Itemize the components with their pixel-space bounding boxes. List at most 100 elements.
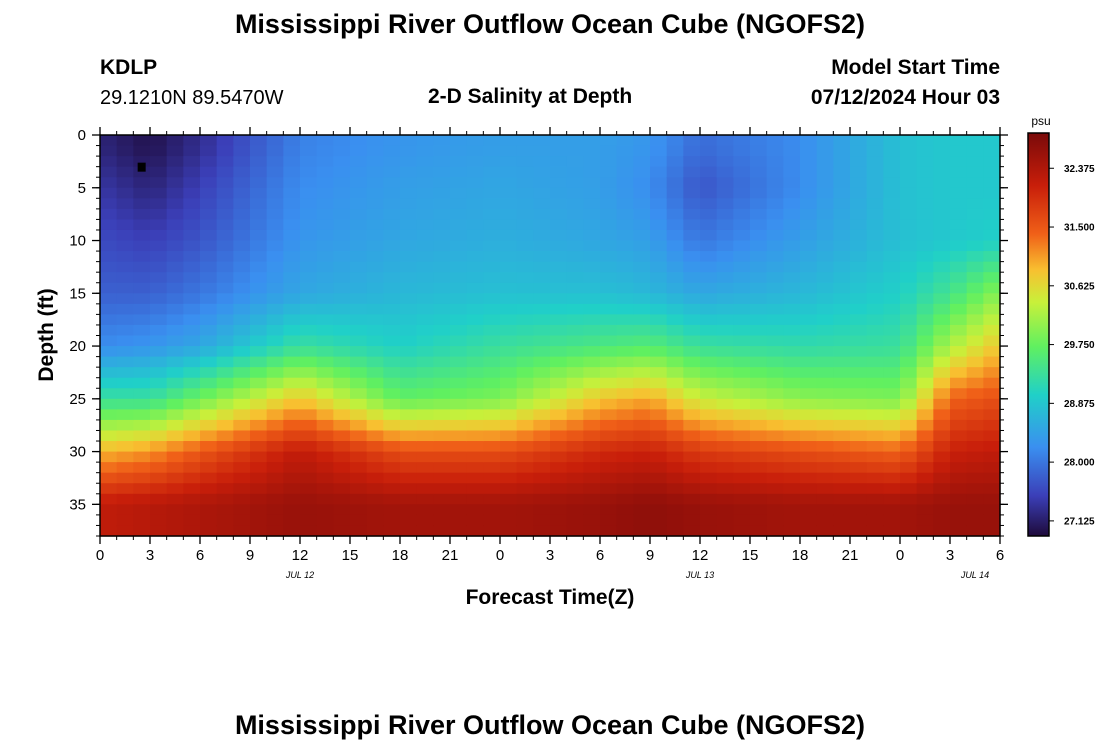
heatmap-cell <box>183 419 201 432</box>
heatmap-cell <box>650 472 668 484</box>
heatmap-cell <box>400 493 418 505</box>
heatmap-cell <box>116 166 134 178</box>
heatmap-cell <box>750 135 768 147</box>
heatmap-cell <box>766 261 784 273</box>
heatmap-cell <box>300 282 318 294</box>
heatmap-cell <box>366 251 384 263</box>
heatmap-cell <box>166 483 184 495</box>
heatmap-cell <box>716 377 734 389</box>
heatmap-cell <box>716 166 734 178</box>
heatmap-cell <box>333 303 351 315</box>
heatmap-cell <box>433 525 451 537</box>
heatmap-cell <box>883 451 901 463</box>
heatmap-cell <box>950 451 968 463</box>
heatmap-cell <box>516 177 534 189</box>
heatmap-cell <box>433 240 451 252</box>
heatmap-cell <box>616 219 634 231</box>
heatmap-cell <box>766 430 784 442</box>
heatmap-cell <box>333 156 351 168</box>
heatmap-cell <box>800 240 818 252</box>
heatmap-cell <box>766 251 784 263</box>
heatmap-cell <box>266 166 284 178</box>
heatmap-cell <box>533 483 551 495</box>
heatmap-cell <box>816 472 834 484</box>
heatmap-cell <box>316 419 334 432</box>
heatmap-cell <box>900 514 918 527</box>
heatmap-cell <box>666 409 684 421</box>
heatmap-cell <box>833 398 851 410</box>
heatmap-cell <box>250 177 268 189</box>
heatmap-cell <box>316 377 334 389</box>
heatmap-cell <box>533 514 551 527</box>
heatmap-cell <box>850 335 868 347</box>
heatmap-cell <box>450 135 468 147</box>
heatmap-cell <box>450 398 468 410</box>
heatmap-cell <box>566 462 584 474</box>
heatmap-cell <box>550 419 568 432</box>
heatmap-cell <box>283 272 301 284</box>
heatmap-cell <box>650 282 668 294</box>
heatmap-cell <box>516 314 534 326</box>
heatmap-cell <box>950 240 968 252</box>
heatmap-cell <box>616 293 634 305</box>
heatmap-cell <box>116 430 134 442</box>
heatmap-cell <box>200 483 218 495</box>
heatmap-cell <box>533 282 551 294</box>
heatmap-cell <box>316 177 334 189</box>
heatmap-cell <box>600 409 618 421</box>
heatmap-cell <box>633 166 651 178</box>
heatmap-cell <box>983 261 1001 273</box>
page-title-top: Mississippi River Outflow Ocean Cube (NG… <box>234 9 866 39</box>
heatmap-cell <box>983 472 1001 484</box>
heatmap-cell <box>616 208 634 221</box>
heatmap-cell <box>300 335 318 347</box>
heatmap-cell <box>583 166 601 178</box>
heatmap-cell <box>683 483 701 495</box>
heatmap-cell <box>666 261 684 273</box>
station-marker <box>137 162 146 172</box>
heatmap-cell <box>750 229 768 242</box>
heatmap-cell <box>350 419 368 432</box>
heatmap-cell <box>700 472 718 484</box>
heatmap-cell <box>633 514 651 527</box>
heatmap-cell <box>700 303 718 315</box>
heatmap-cell <box>150 282 168 294</box>
heatmap-cell <box>216 208 234 221</box>
heatmap-cell <box>850 377 868 389</box>
colorbar-tick-label: 31.500 <box>1064 223 1095 234</box>
heatmap-cell <box>666 303 684 315</box>
heatmap-cell <box>466 398 484 410</box>
heatmap-cell <box>200 525 218 537</box>
heatmap-cell <box>616 187 634 199</box>
heatmap-cell <box>750 261 768 273</box>
heatmap-cell <box>316 229 334 242</box>
heatmap-cell <box>216 272 234 284</box>
heatmap-cell <box>700 525 718 537</box>
heatmap-cell <box>250 356 268 368</box>
heatmap-cell <box>100 135 118 147</box>
heatmap-cell <box>400 367 418 379</box>
heatmap-cell <box>883 504 901 516</box>
heatmap-cell <box>416 483 434 495</box>
heatmap-cell <box>366 187 384 199</box>
heatmap-cell <box>150 335 168 347</box>
heatmap-cell <box>250 135 268 147</box>
heatmap-cell <box>833 314 851 326</box>
heatmap-cell <box>483 377 501 389</box>
heatmap-cell <box>183 367 201 379</box>
heatmap-cell <box>450 525 468 537</box>
heatmap-cell <box>250 145 268 157</box>
heatmap-cell <box>300 441 318 453</box>
heatmap-cell <box>766 514 784 527</box>
colorbar-unit: psu <box>1031 114 1050 128</box>
heatmap-cell <box>166 398 184 410</box>
heatmap-cell <box>550 398 568 410</box>
heatmap-cell <box>483 229 501 242</box>
heatmap-cell <box>783 198 801 210</box>
heatmap-cell <box>716 514 734 527</box>
heatmap-cell <box>900 356 918 368</box>
heatmap-cell <box>916 472 934 484</box>
heatmap-cell <box>733 367 751 379</box>
heatmap-cell <box>466 135 484 147</box>
heatmap-cell <box>633 346 651 358</box>
